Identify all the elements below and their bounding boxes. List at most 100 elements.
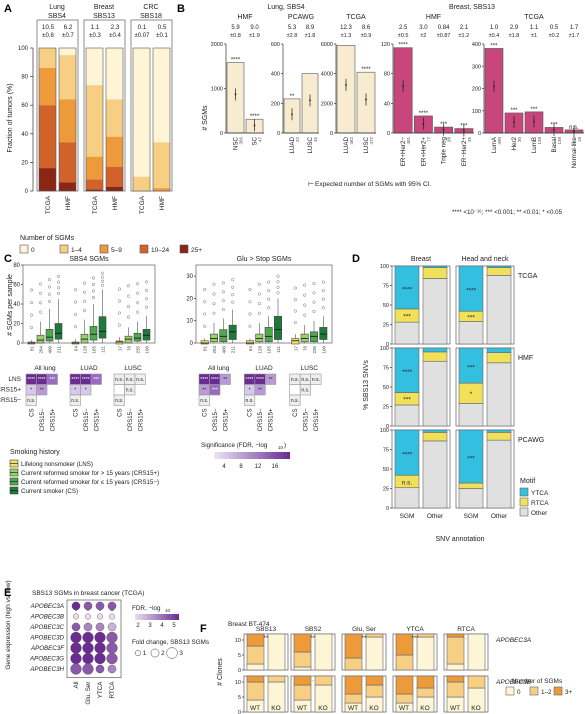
panel-c-box (274, 315, 282, 340)
panel-c-box (319, 327, 328, 340)
panel-c-smoking-label: Current reformed smoker for ≤ 15 years (… (21, 479, 159, 486)
panel-b-n: 138 (557, 137, 562, 145)
panel-b-ytick-label: 1000 (211, 87, 223, 93)
panel-e-dot (82, 631, 94, 644)
panel-f-bar-segment (293, 633, 312, 653)
panel-c-heat-col-label: CRS15− (258, 408, 264, 431)
panel-d-bar-segment (458, 429, 484, 484)
panel-f-legend-label: 3+ (565, 689, 573, 696)
panel-e-dot (95, 622, 105, 632)
panel-a-xlabel: TCGA (139, 195, 146, 214)
panel-c-n: 128 (83, 346, 88, 354)
panel-e-star: ** (110, 609, 114, 614)
panel-c-heat-col-label: CRS15+ (94, 408, 100, 431)
panel-b-expected-point (553, 129, 555, 131)
panel-d-ytick-label: 75 (383, 366, 389, 372)
panel-c-outlier (100, 283, 105, 287)
panel-f-ytick-label: 10 (235, 638, 241, 644)
panel-c-heat-text: n.s. (301, 388, 309, 394)
panel-c-group-name: All lung (208, 365, 230, 372)
panel-d-frame (455, 347, 515, 427)
panel-c-outlier (293, 321, 297, 325)
panel-c-n: 235 (136, 346, 141, 354)
panel-d-sig-rtca: *** (403, 314, 411, 321)
panel-b-xlabel: ER+Her2− (400, 137, 407, 167)
panel-c-outlier (135, 282, 140, 286)
panel-d-bar-segment (486, 429, 512, 433)
panel-c-outlier (73, 325, 78, 329)
panel-b-mean: 8.6 (362, 25, 371, 31)
panel-c-outlier (212, 302, 216, 306)
panel-b-sd: ±1.8 (509, 33, 520, 39)
panel-c-box (291, 338, 300, 345)
panel-c-heat-text: **** (246, 377, 254, 383)
panel-a-group-frame (83, 19, 126, 192)
panel-c-n: 235 (312, 346, 317, 354)
panel-b-n: 138 (537, 137, 542, 145)
panel-a-mean: 0.1 (138, 24, 147, 31)
panel-a-group-name: Lung (49, 4, 65, 11)
panel-a-sd: ±0.7 (62, 33, 74, 39)
panel-b-expected-point (309, 99, 311, 102)
panel-e-fdr-tick: 5 (172, 623, 176, 629)
panel-c-subtitle: SBS4 SGMs (69, 256, 109, 263)
panel-a-xlabel: TCGA (45, 195, 52, 214)
panel-c-outlier (312, 309, 316, 313)
panel-e-dot (107, 601, 117, 611)
panel-a-bar-segment (106, 48, 123, 100)
panel-c-group-name: LUSC (124, 365, 142, 372)
panel-a-bar-segment (59, 55, 76, 100)
panel-f-x-label: KO (420, 705, 429, 712)
panel-a-bar-outline (85, 47, 104, 192)
panel-a-sd: ±0.07 (135, 33, 151, 39)
panel-c-outlier (73, 300, 78, 304)
panel-e-ylabel: Gene expression (high vs. low) (5, 580, 12, 669)
panel-b-significance: **** (419, 111, 429, 117)
panel-e-star: * (87, 609, 89, 614)
panel-e-dot (71, 622, 81, 632)
panel-e-dot (71, 601, 81, 611)
panel-c-heat-col-label: CRS15+ (314, 408, 320, 431)
panel-e-fc-circle (166, 647, 178, 659)
panel-c-outlier (82, 281, 87, 285)
panel-e-dot (94, 652, 106, 665)
panel-c-outlier (117, 323, 122, 327)
panel-c-outlier (231, 293, 235, 297)
panel-c-heat-col-label: CRS15− (84, 408, 90, 431)
panel-c-subtitle: Glu > Stop SGMs (237, 256, 292, 263)
panel-c-heat-text: **** (256, 377, 264, 383)
panel-b-group-name: TCGA (346, 14, 366, 21)
panel-a-ytick-label: 0 (25, 189, 29, 195)
panel-c-heat-text: n.s. (71, 398, 79, 404)
panel-a-ytick-label: 60 (21, 103, 28, 109)
panel-d-col-title: Breast (411, 256, 431, 263)
panel-c-box (219, 329, 228, 343)
panel-c-heat-col-label: CRS15− (303, 408, 309, 431)
panel-c-outlier (312, 282, 316, 286)
panel-c-outlier (100, 271, 105, 275)
panel-e-dot (107, 622, 117, 632)
panel-d-ytick-label: 50 (383, 467, 389, 473)
panel-b-mean: 0.84 (438, 25, 450, 31)
panel-d-bar-segment (422, 267, 448, 279)
panel-b-expected-point (402, 85, 405, 87)
panel-c-outlier (221, 281, 225, 285)
panel-b-n: 472 (369, 137, 374, 145)
panel-f-bar-segment (365, 675, 384, 686)
panel-c-n: 400 (48, 346, 53, 354)
panel-d-ylabel: % SBS13 SNVs (363, 360, 370, 410)
panel-a-legend-label: 10–24 (151, 247, 169, 254)
panel-f-col-title: SBS13 (256, 626, 277, 633)
panel-b-sd: ±0.4 (489, 33, 500, 39)
panel-a-bar-segment (59, 48, 76, 56)
panel-c-heat-text: n.s. (126, 377, 134, 383)
panel-e-dot (82, 663, 94, 675)
panel-f-ylabel: # Clones (217, 658, 224, 686)
panel-b-expected-point (234, 93, 237, 96)
panel-d-bar-segment (394, 321, 420, 345)
panel-c-outlier (267, 306, 271, 310)
panel-c-heat-text: **** (200, 377, 208, 383)
panel-d-ytick-label: 100 (380, 264, 389, 270)
panel-b-ytick-label: 200 (271, 101, 280, 107)
